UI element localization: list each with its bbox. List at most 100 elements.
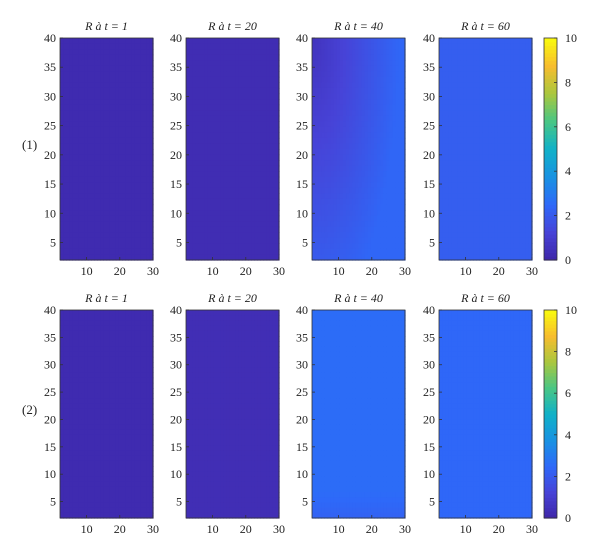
heatmap-cell (118, 93, 123, 100)
heatmap-cell (118, 254, 123, 261)
heatmap-cell (60, 132, 64, 139)
heatmap-cell (72, 87, 77, 95)
heatmap-cell (75, 143, 80, 150)
heatmap-cell (115, 60, 120, 67)
y-tick-label: 15 (423, 177, 435, 191)
heatmap-cell (134, 243, 139, 250)
heatmap-cell (118, 193, 123, 200)
heatmap-cell (84, 171, 89, 178)
heatmap-cell (115, 204, 120, 211)
heatmap-cell (125, 121, 129, 128)
heatmap-cell (112, 237, 117, 244)
heatmap-cell (122, 99, 126, 106)
heatmap-cell (60, 198, 64, 206)
heatmap-cell (91, 60, 95, 67)
heatmap-cell (134, 132, 139, 139)
heatmap-cell (112, 71, 117, 78)
heatmap-cell (91, 43, 95, 50)
heatmap-cell (69, 232, 73, 239)
y-tick-label: 25 (423, 119, 435, 133)
heatmap-cell (66, 193, 70, 200)
heatmap-cell (131, 76, 135, 83)
heatmap-cell (97, 76, 101, 83)
heatmap-cell (91, 221, 95, 228)
heatmap-cell (66, 126, 70, 133)
heatmap-cell (97, 60, 101, 67)
heatmap-cell (103, 60, 108, 67)
heatmap-cell (106, 243, 111, 250)
heatmap-cell (94, 143, 98, 150)
heatmap-cell (112, 226, 117, 233)
heatmap-cell (78, 104, 83, 111)
heatmap-cell (109, 171, 114, 178)
heatmap-cell (125, 82, 129, 89)
y-tick-label: 20 (423, 148, 435, 162)
heatmap-cell (75, 126, 80, 133)
heatmap-cell (66, 132, 70, 139)
heatmap-cell (87, 54, 92, 61)
heatmap-cell (66, 115, 70, 122)
heatmap-cell (100, 165, 104, 172)
heatmap-cell (84, 215, 89, 222)
heatmap-cell (125, 215, 129, 222)
heatmap-cell (128, 38, 132, 45)
heatmap-cell (125, 65, 129, 72)
heatmap-cell (131, 49, 135, 56)
heatmap-cell (63, 176, 67, 183)
heatmap-cell (94, 243, 98, 250)
heatmap-cell (63, 165, 67, 172)
heatmap-cell (97, 137, 101, 145)
colorbar-segment (544, 171, 557, 176)
heatmap-cell (78, 154, 83, 161)
heatmap-cell (81, 115, 86, 122)
heatmap-cell (97, 121, 101, 128)
heatmap-cell (122, 248, 126, 256)
heatmap-cell (131, 121, 135, 128)
heatmap-cell (103, 104, 108, 111)
heatmap-cell (100, 243, 104, 250)
heatmap-cell (72, 176, 77, 183)
heatmap-cell (87, 221, 92, 228)
heatmap-cell (112, 65, 117, 72)
row-label: (1) (22, 137, 37, 152)
heatmap-cell (66, 121, 70, 128)
heatmap-cell (103, 187, 108, 194)
colorbar-segment (544, 178, 557, 183)
heatmap-cell (66, 182, 70, 189)
colorbar-segment (544, 160, 557, 165)
x-tick-label: 10 (460, 264, 472, 278)
heatmap-cell (118, 132, 123, 139)
heatmap-cell (69, 71, 73, 78)
heatmap-cell (128, 154, 132, 161)
row-label: (2) (22, 402, 37, 417)
heatmap-cell (91, 198, 95, 206)
heatmap-cell (131, 60, 135, 67)
heatmap-cell (81, 71, 86, 78)
heatmap-cell (128, 82, 132, 89)
heatmap-cell (100, 154, 104, 161)
heatmap-cell (94, 154, 98, 161)
heatmap-cell (128, 121, 132, 128)
heatmap-cell (112, 254, 117, 261)
heatmap-cell (106, 187, 111, 194)
heatmap-panel (60, 38, 154, 261)
colorbar-segment (544, 156, 557, 161)
heatmap-cell (125, 115, 129, 122)
heatmap-cell (122, 210, 126, 217)
heatmap-cell (97, 198, 101, 206)
heatmap-cell (69, 204, 73, 211)
heatmap-cell (128, 176, 132, 183)
colorbar-segment (544, 200, 557, 206)
heatmap-cell (109, 54, 114, 61)
heatmap-cell (69, 143, 73, 150)
heatmap-cell (69, 115, 73, 122)
y-tick-label: 30 (170, 89, 182, 103)
heatmap-cell (75, 110, 80, 117)
heatmap-cell (115, 43, 120, 50)
heatmap-cell (60, 204, 64, 211)
heatmap-cell (78, 182, 83, 189)
y-tick-label: 30 (423, 89, 435, 103)
heatmap-cell (122, 76, 126, 83)
heatmap-cell (94, 104, 98, 111)
heatmap-cell (134, 149, 139, 156)
